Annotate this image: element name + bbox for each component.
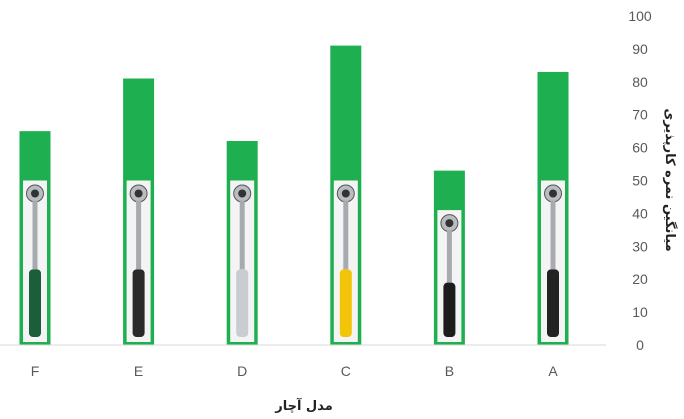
y-axis-ticks: 0 10 20 30 40 50 60 70 80 90 100 <box>628 8 652 353</box>
x-tick-label: F <box>31 363 40 379</box>
y-tick-label: 30 <box>632 238 648 254</box>
ratchet-wrench-yellow-black-handle-icon <box>333 180 358 342</box>
x-tick-label: D <box>237 363 247 379</box>
wrench-handle <box>29 269 41 337</box>
y-tick-label: 10 <box>632 304 648 320</box>
ratchet-wrench-chrome-handle-icon <box>230 180 255 342</box>
ratchet-wrench-chrome-black-grip-icon <box>541 180 565 342</box>
ratchet-wrench-black-grip-icon <box>437 210 462 342</box>
y-tick-label: 100 <box>628 8 652 24</box>
wrench-shaft <box>239 200 245 270</box>
bars-group <box>19 45 569 346</box>
wrench-shaft <box>136 200 142 270</box>
wrench-head-drive <box>549 189 557 198</box>
y-tick-label: 80 <box>632 74 648 90</box>
wrench-handle <box>339 269 352 337</box>
wrench-head-drive <box>445 219 454 228</box>
wrench-shaft <box>446 230 452 283</box>
ratchet-wrench-green-handle-icon <box>23 180 47 342</box>
y-tick-label: 40 <box>632 205 648 221</box>
wrench-handle <box>547 269 559 337</box>
x-tick-label: B <box>445 363 454 379</box>
wrench-handle <box>132 269 145 337</box>
y-tick-label: 50 <box>632 173 648 189</box>
wrench-shaft <box>343 200 349 270</box>
wrench-handle <box>443 282 456 337</box>
wrench-head-drive <box>341 189 350 198</box>
y-axis-title: میانگین نمره کارپذیری <box>662 108 678 251</box>
x-tick-label: E <box>134 363 143 379</box>
x-tick-label: C <box>341 363 351 379</box>
wrench-shaft <box>32 200 38 270</box>
x-axis-title: مدل آچار <box>274 397 333 414</box>
wrench-handle <box>236 269 249 337</box>
wrench-head-drive <box>31 189 39 198</box>
wrench-head-drive <box>134 189 143 198</box>
ratchet-wrench-black-handle-icon <box>126 180 151 342</box>
y-tick-label: 70 <box>632 107 648 123</box>
wrench-head-drive <box>238 189 247 198</box>
y-tick-label: 60 <box>632 140 648 156</box>
y-tick-label: 0 <box>636 337 644 353</box>
y-tick-label: 20 <box>632 271 648 287</box>
y-tick-label: 90 <box>632 41 648 57</box>
x-tick-label: A <box>548 363 558 379</box>
wrench-shaft <box>550 200 556 270</box>
